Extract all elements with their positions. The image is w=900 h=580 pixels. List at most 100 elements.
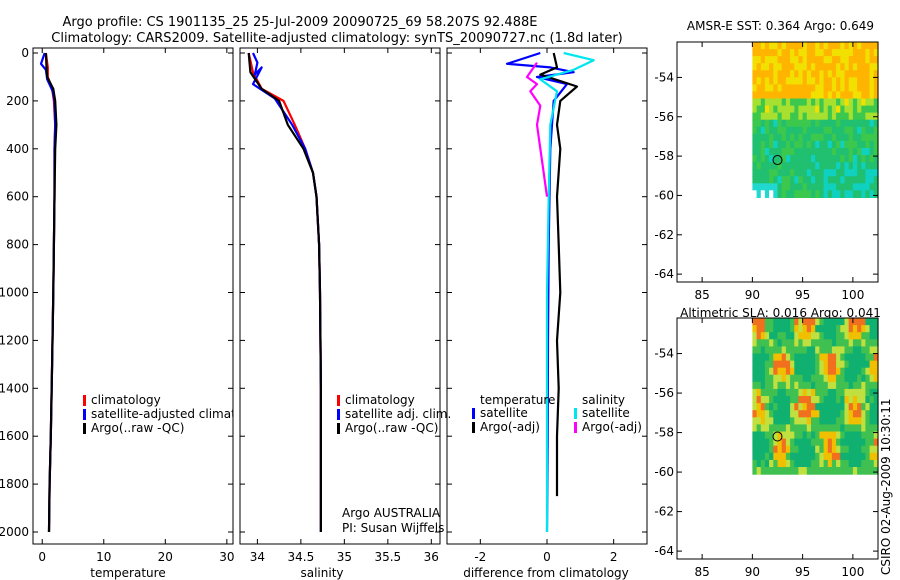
- sla-cell: [849, 439, 854, 447]
- sla-cell: [815, 318, 820, 326]
- sst-cell: [824, 77, 829, 85]
- salt-series-red: [249, 53, 321, 532]
- sst-cell: [824, 141, 829, 149]
- sst-cell: [773, 70, 778, 78]
- sla-cell: [828, 325, 833, 333]
- sla-cell: [849, 410, 854, 418]
- sst-cell: [794, 190, 799, 198]
- sla-cell: [794, 460, 799, 468]
- sla-cell: [790, 460, 795, 468]
- sla-cell: [782, 361, 787, 369]
- salt-xtick-label: 36: [424, 550, 439, 564]
- sla-cell: [782, 375, 787, 383]
- sst-cell: [832, 113, 837, 121]
- sla-cell: [857, 410, 862, 418]
- sst-cell: [786, 127, 791, 135]
- sla-cell: [752, 339, 757, 347]
- sla-xtick-label: 85: [694, 565, 709, 579]
- sst-cell: [836, 190, 841, 198]
- sst-cell: [870, 99, 875, 107]
- sla-cell: [857, 424, 862, 432]
- sla-cell: [824, 453, 829, 461]
- sla-cell: [824, 325, 829, 333]
- sst-cell: [828, 42, 833, 50]
- sst-cell: [798, 77, 803, 85]
- sla-cell: [811, 424, 816, 432]
- depth-tick-label: 400: [6, 142, 29, 156]
- sst-cell: [798, 91, 803, 99]
- sst-cell: [845, 99, 850, 107]
- sst-cell: [828, 106, 833, 114]
- sst-cell: [840, 70, 845, 78]
- sst-cell: [790, 106, 795, 114]
- sla-cell: [757, 318, 762, 326]
- sst-cell: [786, 63, 791, 71]
- sst-cell: [765, 141, 770, 149]
- sla-cell: [824, 424, 829, 432]
- diff-legend-salt-label: satellite: [582, 406, 630, 420]
- sst-cell: [761, 56, 766, 64]
- sla-cell: [845, 368, 850, 376]
- sla-cell: [782, 424, 787, 432]
- sla-cell: [840, 346, 845, 354]
- sla-cell: [752, 354, 757, 362]
- sla-cell: [752, 396, 757, 404]
- sst-cell: [824, 120, 829, 128]
- sla-cell: [757, 396, 762, 404]
- sst-cell: [853, 190, 858, 198]
- temp-legend-label: climatology: [91, 393, 161, 407]
- sst-cell: [761, 120, 766, 128]
- sst-cell: [832, 42, 837, 50]
- sla-cell: [782, 368, 787, 376]
- sst-cell: [786, 56, 791, 64]
- sla-cell: [752, 382, 757, 390]
- sst-cell: [824, 91, 829, 99]
- sst-cell: [849, 49, 854, 57]
- sst-cell: [803, 190, 808, 198]
- depth-tick-label: 200: [6, 94, 29, 108]
- sla-cell: [786, 417, 791, 425]
- sla-cell: [857, 453, 862, 461]
- sst-cell: [752, 190, 757, 198]
- sst-cell: [857, 70, 862, 78]
- salt-legend-label: Argo(..raw -QC): [345, 421, 438, 435]
- sla-map: Altimetric SLA: 0.016 Argo: 0.04185 90 95 1…: [654, 306, 880, 579]
- sla-cell: [828, 432, 833, 440]
- sst-cell: [761, 176, 766, 184]
- sst-cell: [778, 148, 783, 156]
- sla-cell: [865, 403, 870, 411]
- sla-cell: [798, 339, 803, 347]
- sla-cell: [811, 446, 816, 454]
- sst-cell: [861, 162, 866, 170]
- sla-cell: [811, 318, 816, 326]
- sla-cell: [761, 417, 766, 425]
- sla-cell: [761, 446, 766, 454]
- sla-cell: [815, 332, 820, 340]
- sst-cell: [811, 77, 816, 85]
- sla-ytick-label: -56: [654, 386, 674, 400]
- sst-cell: [870, 127, 875, 135]
- sla-cell: [811, 410, 816, 418]
- sst-cell: [849, 63, 854, 71]
- sst-cell: [757, 63, 762, 71]
- sst-cell: [765, 49, 770, 57]
- sst-cell: [807, 70, 812, 78]
- sst-cell: [870, 190, 875, 198]
- sla-cell: [870, 325, 875, 333]
- sst-cell: [857, 134, 862, 142]
- sst-cell: [757, 176, 762, 184]
- salt-xtick-label: 35.5: [374, 550, 401, 564]
- sst-cell: [790, 176, 795, 184]
- sst-cell: [870, 162, 875, 170]
- sst-cell: [845, 91, 850, 99]
- sla-cell: [840, 432, 845, 440]
- sla-cell: [752, 439, 757, 447]
- sst-cell: [786, 99, 791, 107]
- sst-ytick-label: -60: [654, 188, 674, 202]
- sst-cell: [849, 91, 854, 99]
- sla-cell: [845, 460, 850, 468]
- sla-cell: [803, 368, 808, 376]
- sla-cell: [828, 467, 833, 475]
- sst-cell: [778, 183, 783, 191]
- sst-cell: [840, 106, 845, 114]
